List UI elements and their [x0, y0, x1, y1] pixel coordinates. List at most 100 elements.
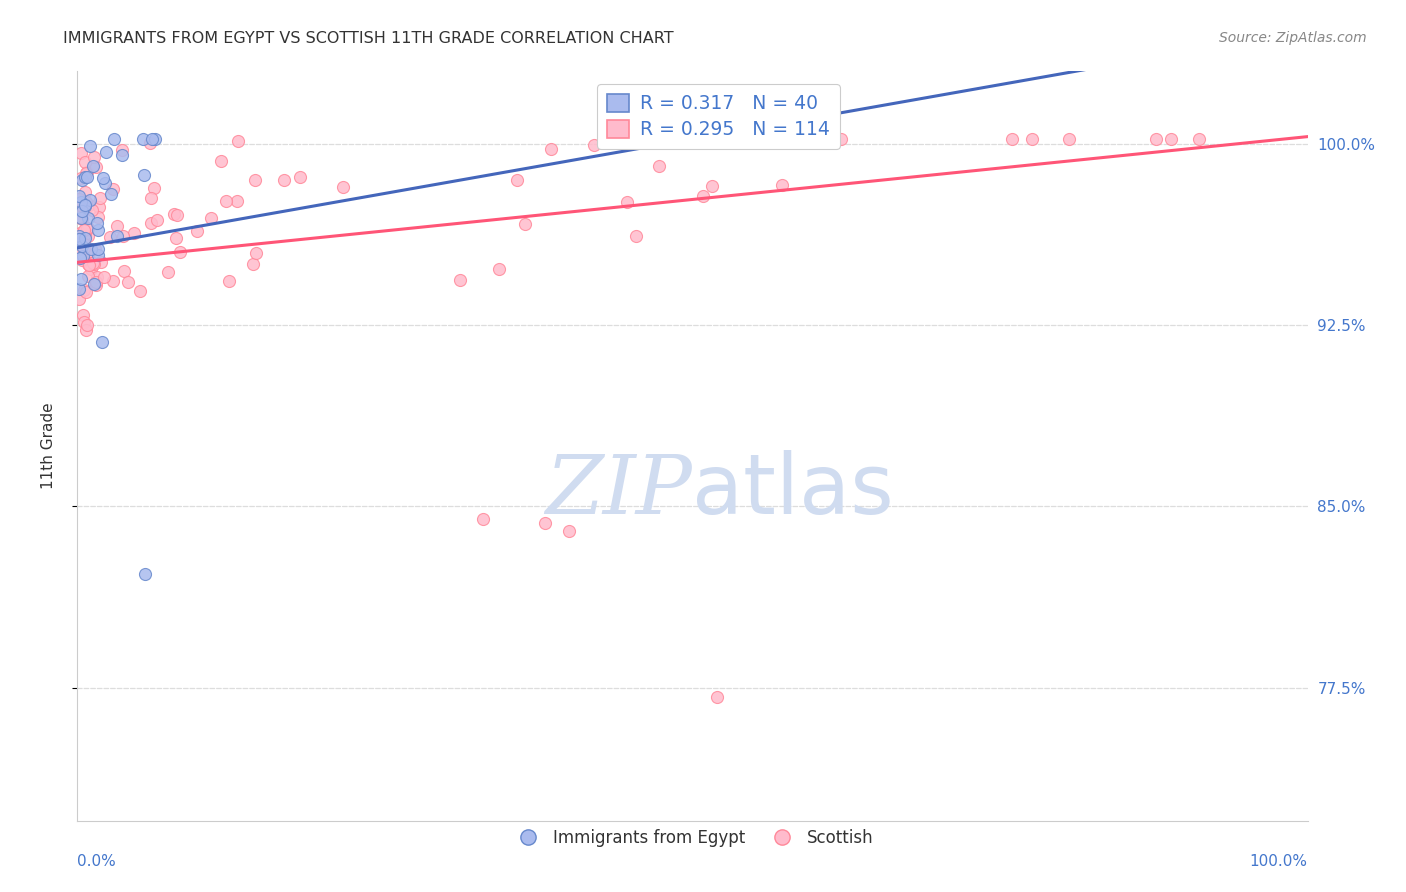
- Point: [693, 132, 716, 146]
- Point: [70, 173, 93, 187]
- Point: [76, 257, 98, 271]
- Text: atlas: atlas: [693, 450, 894, 532]
- Point: [70, 211, 93, 226]
- Point: [770, 178, 793, 193]
- Point: [139, 136, 162, 150]
- Point: [93, 269, 115, 284]
- Point: [89, 191, 111, 205]
- Point: [67, 292, 90, 306]
- Point: [157, 265, 180, 279]
- Point: [648, 159, 671, 173]
- Point: [682, 132, 704, 146]
- Point: [79, 193, 101, 207]
- Point: [449, 272, 471, 286]
- Point: [75, 199, 97, 213]
- Point: [506, 172, 529, 186]
- Point: [67, 232, 90, 246]
- Text: IMMIGRANTS FROM EGYPT VS SCOTTISH 11TH GRADE CORRELATION CHART: IMMIGRANTS FROM EGYPT VS SCOTTISH 11TH G…: [63, 31, 673, 46]
- Point: [67, 229, 90, 244]
- Point: [122, 226, 145, 240]
- Point: [75, 223, 97, 237]
- Point: [558, 524, 581, 538]
- Point: [534, 516, 557, 531]
- Point: [77, 221, 100, 235]
- Point: [67, 188, 90, 202]
- Point: [73, 241, 96, 255]
- Point: [75, 323, 97, 337]
- Text: 100.0%: 100.0%: [1250, 855, 1308, 870]
- Point: [90, 334, 114, 349]
- Point: [70, 199, 93, 213]
- Point: [75, 198, 97, 212]
- Point: [67, 282, 90, 296]
- Point: [134, 567, 156, 582]
- Point: [84, 161, 107, 175]
- Point: [624, 228, 647, 243]
- Point: [76, 221, 98, 235]
- Point: [242, 257, 264, 271]
- Point: [245, 246, 267, 260]
- Point: [70, 272, 93, 286]
- Point: [80, 242, 103, 256]
- Point: [700, 178, 723, 193]
- Point: [76, 318, 98, 333]
- Point: [117, 275, 139, 289]
- Point: [69, 194, 91, 209]
- Point: [141, 191, 163, 205]
- Point: [141, 216, 163, 230]
- Point: [73, 169, 96, 184]
- Point: [87, 223, 110, 237]
- Point: [143, 132, 166, 146]
- Point: [67, 228, 90, 243]
- Point: [72, 249, 94, 263]
- Point: [132, 132, 155, 146]
- Point: [225, 194, 247, 208]
- Point: [80, 261, 103, 276]
- Point: [218, 274, 240, 288]
- Point: [1021, 132, 1043, 146]
- Point: [84, 275, 107, 289]
- Point: [111, 148, 134, 162]
- Point: [1057, 132, 1080, 146]
- Point: [75, 195, 97, 210]
- Point: [84, 242, 107, 256]
- Point: [807, 132, 830, 146]
- Y-axis label: 11th Grade: 11th Grade: [42, 402, 56, 490]
- Point: [82, 159, 104, 173]
- Point: [616, 195, 638, 210]
- Point: [472, 511, 495, 525]
- Point: [96, 145, 118, 160]
- Point: [243, 173, 266, 187]
- Point: [75, 285, 97, 300]
- Point: [79, 139, 101, 153]
- Point: [72, 252, 94, 267]
- Point: [110, 143, 132, 157]
- Point: [162, 206, 184, 220]
- Point: [79, 244, 101, 258]
- Text: 0.0%: 0.0%: [77, 855, 117, 870]
- Point: [75, 155, 97, 169]
- Point: [86, 269, 108, 284]
- Point: [77, 269, 100, 284]
- Point: [112, 264, 135, 278]
- Point: [141, 132, 163, 146]
- Point: [105, 229, 128, 244]
- Point: [515, 218, 537, 232]
- Point: [200, 211, 222, 225]
- Point: [332, 179, 354, 194]
- Point: [742, 132, 765, 146]
- Point: [70, 145, 93, 160]
- Point: [100, 230, 122, 244]
- Point: [142, 181, 165, 195]
- Point: [290, 169, 312, 184]
- Point: [111, 229, 134, 244]
- Point: [77, 198, 100, 212]
- Text: Source: ZipAtlas.com: Source: ZipAtlas.com: [1219, 31, 1367, 45]
- Point: [101, 182, 124, 196]
- Point: [90, 254, 112, 268]
- Point: [76, 165, 98, 179]
- Point: [73, 231, 96, 245]
- Point: [706, 690, 728, 705]
- Point: [75, 185, 97, 199]
- Point: [540, 143, 562, 157]
